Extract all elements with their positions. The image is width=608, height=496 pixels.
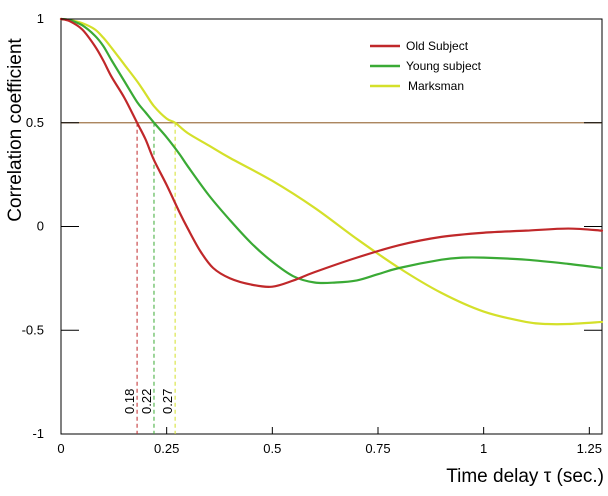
x-axis: 0 0.25 0.5 0.75 1 1.25 (57, 427, 602, 456)
legend-label: Young subject (406, 59, 482, 73)
series-line-marksman (59, 17, 604, 326)
annotation-label: 0.22 (139, 389, 154, 414)
x-tick-label: 0 (57, 441, 64, 456)
annotation-label: 0.27 (160, 389, 175, 414)
series-layer (59, 17, 604, 326)
y-tick-label: 0.5 (26, 115, 44, 130)
y-axis-label: Correlation coefficient (5, 38, 26, 222)
y-tick-label: -1 (32, 426, 44, 441)
y-tick-label: 0 (37, 219, 44, 234)
series-line-old-subject (59, 17, 604, 288)
annotation-label: 0.18 (122, 389, 137, 414)
x-tick-label: 0.25 (154, 441, 179, 456)
x-tick-label: 0.75 (365, 441, 390, 456)
y-tick-label: -0.5 (22, 322, 44, 337)
x-tick-label: 0.5 (263, 441, 281, 456)
y-tick-label: 1 (37, 11, 44, 26)
x-tick-label: 1.25 (577, 441, 602, 456)
legend-label: Old Subject (406, 39, 469, 53)
x-tick-label: 1 (480, 441, 487, 456)
series-line-young-subject (59, 17, 604, 285)
plot-frame (60, 18, 603, 435)
legend: Old Subject Young subject Marksman (370, 39, 482, 93)
x-axis-label: Time delay τ (sec.) (446, 466, 604, 487)
annotation-layer: 0.18 0.22 0.27 (122, 122, 176, 434)
y-axis: 1 0.5 0 -0.5 -1 (22, 11, 602, 441)
legend-label: Marksman (408, 79, 464, 93)
